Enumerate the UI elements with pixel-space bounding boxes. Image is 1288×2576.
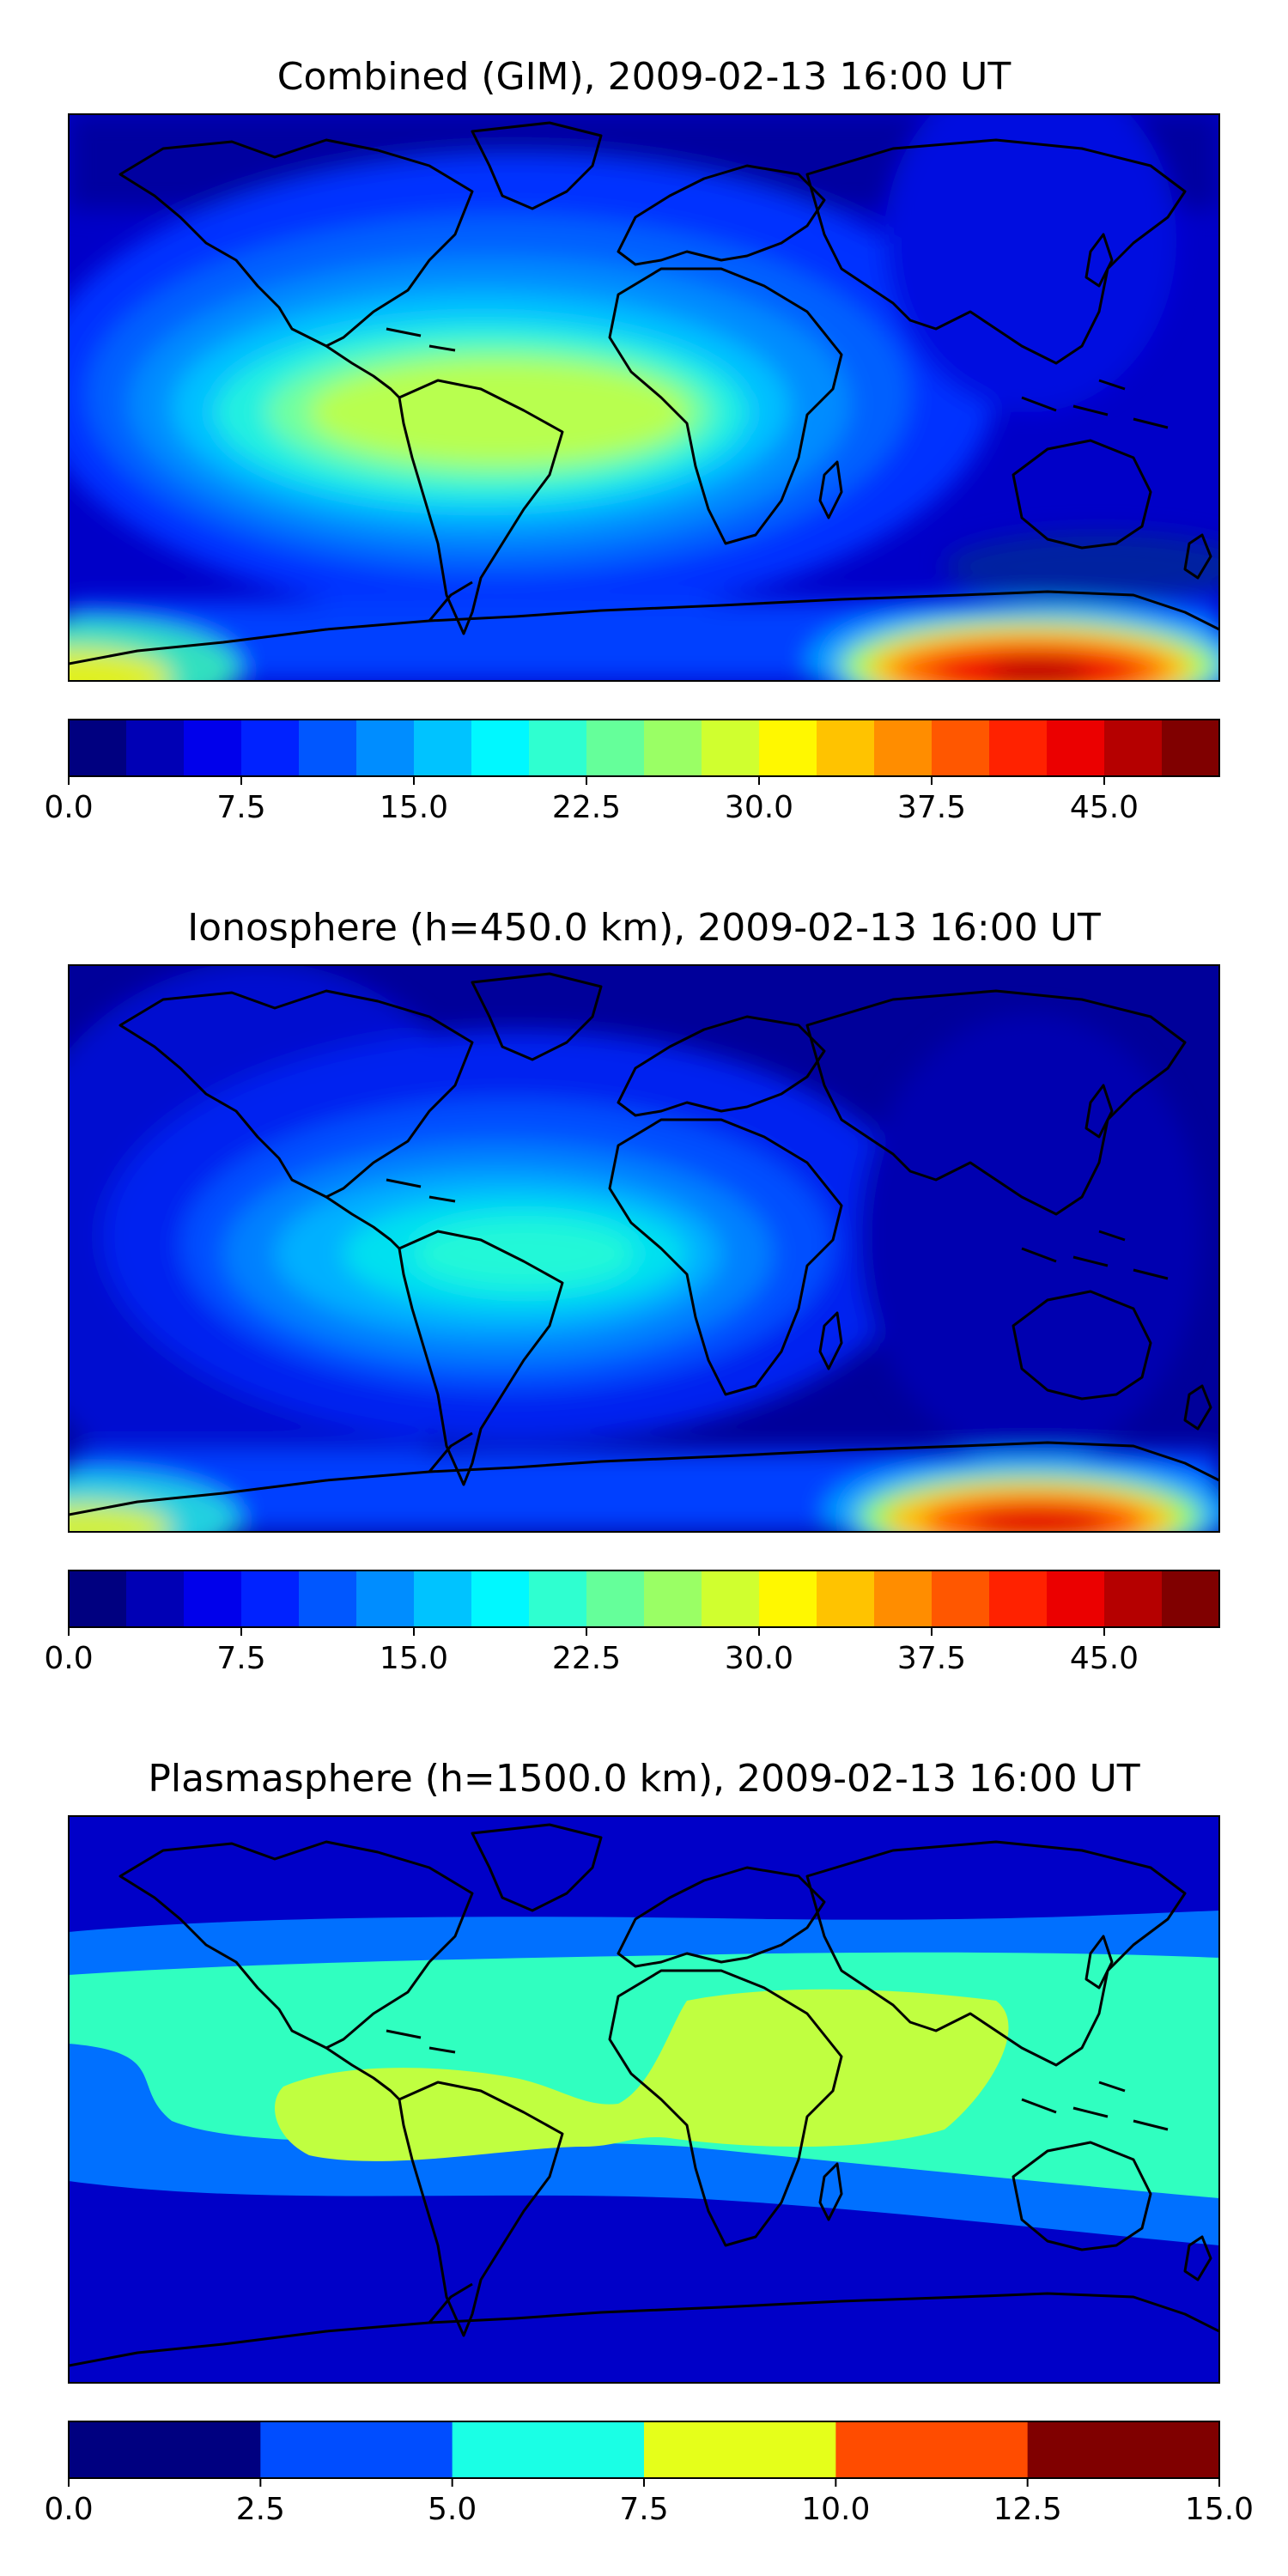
colorbar-tick-label: 45.0 [1070,790,1139,825]
colorbar-tick-label: 22.5 [552,1641,621,1676]
colorbar-segment [471,1571,530,1627]
colorbar-segment [414,1571,472,1627]
panel3-map [69,1816,1219,2383]
colorbar-segment [989,720,1048,776]
colorbar-segment [702,1571,760,1627]
colorbar-segment [1104,1571,1163,1627]
colorbar-segment [989,1571,1048,1627]
colorbar-segment [932,1571,990,1627]
colorbar-tick-label: 12.5 [993,2492,1062,2527]
colorbar-tick-label: 30.0 [725,790,793,825]
panel1-colorbar: 0.0 7.5 15.0 22.5 30.0 37.5 45.0 [44,719,1220,825]
colorbar-segment [356,1571,415,1627]
colorbar-segment [874,720,933,776]
colorbar-segment [1047,1571,1105,1627]
colorbar-segment [586,1571,645,1627]
colorbar-tick-label: 0.0 [44,790,93,825]
colorbar-segment [299,720,357,776]
colorbar-segment [471,720,530,776]
colorbar-segment [241,1571,300,1627]
panel2-title: Ionosphere (h=450.0 km), 2009-02-13 16:0… [187,906,1101,950]
colorbar-segment [126,720,185,776]
panel3-frame [68,1815,1220,2384]
colorbar-segment [184,1571,242,1627]
colorbar-tick-label: 15.0 [380,1641,448,1676]
colorbar-frame [68,719,1220,777]
colorbar-segment [356,720,415,776]
colorbar-tick-label: 5.0 [428,2492,477,2527]
colorbar-segment [260,2421,453,2478]
colorbar-segment [529,720,587,776]
panel2-frame [68,964,1220,1533]
colorbar-segment [1027,2421,1220,2478]
colorbar-tick-label: 7.5 [216,1641,265,1676]
colorbar-segment [69,1571,127,1627]
colorbar-segment [69,720,127,776]
colorbar-tick-label: 0.0 [44,1641,93,1676]
panel3-colorbar: 0.0 2.5 5.0 7.5 10.0 12.5 15.0 [44,2421,1254,2527]
colorbar-segment [702,720,760,776]
colorbar-segment [1104,720,1163,776]
colorbar-segment [932,720,990,776]
colorbar-segment [241,720,300,776]
colorbar-tick-label: 7.5 [216,790,265,825]
colorbar-segment [586,720,645,776]
panel2-map [69,965,1219,1532]
panel1-map [69,114,1219,681]
colorbar-segment [126,1571,185,1627]
colorbar-segment [759,720,817,776]
colorbar-tick-label: 2.5 [236,2492,285,2527]
colorbar-segment [817,720,875,776]
colorbar-segment [644,2421,836,2478]
colorbar-tick-label: 30.0 [725,1641,793,1676]
panel1-frame [68,113,1220,682]
colorbar-segment [1047,720,1105,776]
panel1-title: Combined (GIM), 2009-02-13 16:00 UT [277,55,1012,99]
colorbar-segment [1162,720,1220,776]
colorbar-segment [1162,1571,1220,1627]
colorbar-tick-label: 10.0 [801,2492,870,2527]
panel3-title: Plasmasphere (h=1500.0 km), 2009-02-13 1… [148,1757,1139,1801]
colorbar-tick-label: 15.0 [380,790,448,825]
colorbar-segment [644,1571,702,1627]
colorbar-tick-label: 7.5 [619,2492,668,2527]
colorbar-segment [644,720,702,776]
colorbar-segment [817,1571,875,1627]
colorbar-tick-label: 37.5 [897,1641,966,1676]
panel2-colorbar: 0.0 7.5 15.0 22.5 30.0 37.5 45.0 [44,1570,1220,1676]
colorbar-segment [452,2421,645,2478]
colorbar-segment [184,720,242,776]
colorbar-segment [69,2421,261,2478]
colorbar-segment [874,1571,933,1627]
colorbar-tick-label: 37.5 [897,790,966,825]
colorbar-frame [68,1570,1220,1628]
colorbar-tick-label: 0.0 [44,2492,93,2527]
colorbar-tick-label: 15.0 [1185,2492,1254,2527]
colorbar-segment [835,2421,1029,2478]
colorbar-segment [759,1571,817,1627]
colorbar-segment [414,720,472,776]
colorbar-segment [529,1571,587,1627]
colorbar-segment [299,1571,357,1627]
colorbar-tick-label: 22.5 [552,790,621,825]
colorbar-tick-label: 45.0 [1070,1641,1139,1676]
